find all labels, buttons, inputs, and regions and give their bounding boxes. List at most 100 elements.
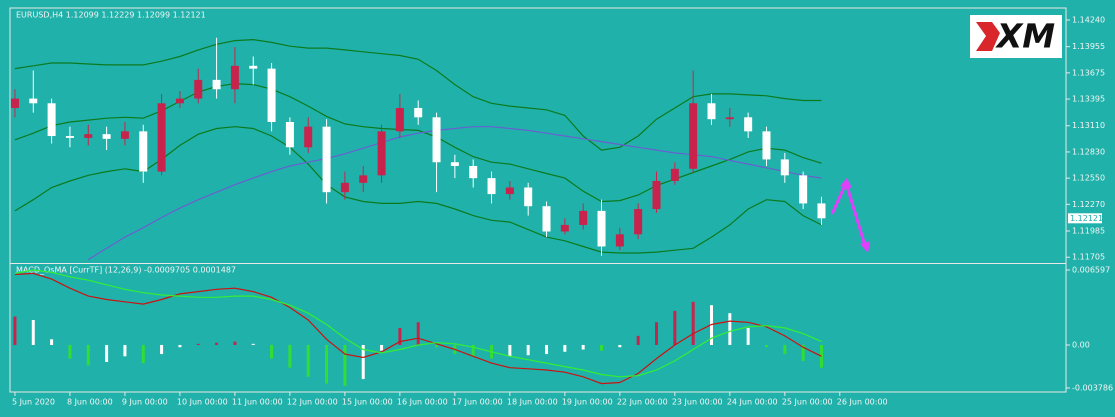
histogram-bar xyxy=(435,344,439,348)
arrow-head xyxy=(840,178,852,188)
histogram-bar xyxy=(508,344,512,357)
candle-body xyxy=(487,178,496,195)
y-tick-label: 1.12830 xyxy=(1072,147,1105,156)
x-tick-label: 23 Jun 00:00 xyxy=(672,398,723,407)
x-tick-label: 18 Jun 00:00 xyxy=(507,398,558,407)
logo-text: XM xyxy=(995,17,1055,56)
histogram-bar xyxy=(31,319,35,345)
candle-body xyxy=(817,203,826,219)
histogram-bar xyxy=(196,343,200,345)
candle-body xyxy=(615,234,624,247)
y-tick-label: 1.12550 xyxy=(1072,174,1105,183)
histogram-bar xyxy=(215,342,219,345)
histogram-bar xyxy=(746,327,750,345)
candle-body xyxy=(780,159,789,176)
candle-body xyxy=(560,224,569,232)
x-tick-label: 10 Jun 00:00 xyxy=(177,398,228,407)
y-tick-label: 1.13110 xyxy=(1072,121,1105,130)
candle-body xyxy=(634,209,643,235)
candle-body xyxy=(579,210,588,225)
x-tick-label: 11 Jun 00:00 xyxy=(232,398,283,407)
chart-title: EURUSD,H4 1.12099 1.12229 1.12099 1.1212… xyxy=(16,11,206,20)
x-tick-label: 9 Jun 00:00 xyxy=(122,398,168,407)
candle-body xyxy=(652,180,661,210)
candle-body xyxy=(230,65,239,90)
x-tick-label: 15 Jun 00:00 xyxy=(342,398,393,407)
histogram-bar xyxy=(655,322,659,345)
x-tick-label: 12 Jun 00:00 xyxy=(287,398,338,407)
x-tick-label: 26 Jun 00:00 xyxy=(837,398,888,407)
candle-body xyxy=(505,187,514,195)
candle-body xyxy=(84,134,93,138)
y-tick-label: 0.00 xyxy=(1072,340,1090,349)
histogram-bar xyxy=(86,344,90,366)
candle-body xyxy=(212,79,221,90)
histogram-bar xyxy=(783,344,787,355)
histogram-bar xyxy=(50,339,54,345)
histogram-bar xyxy=(398,327,402,345)
y-tick-label: 1.13955 xyxy=(1072,42,1105,51)
candle-body xyxy=(10,98,19,108)
histogram-bar xyxy=(691,301,695,345)
y-tick-label: 1.11705 xyxy=(1072,253,1105,262)
candle-body xyxy=(707,103,716,120)
candle-body xyxy=(285,121,294,148)
histogram-bar xyxy=(801,344,805,361)
overlay-line xyxy=(14,38,822,151)
plot-frame xyxy=(9,7,1067,393)
histogram-bar xyxy=(764,344,768,348)
histogram-bar xyxy=(380,344,384,351)
candle-body xyxy=(322,126,331,193)
candle-body xyxy=(267,68,276,122)
candle-body xyxy=(799,175,808,204)
arrow-head xyxy=(860,241,870,253)
candle-body xyxy=(725,117,734,120)
histogram-bar xyxy=(600,344,604,351)
histogram-bar xyxy=(471,344,475,357)
candle-body xyxy=(414,107,423,118)
candle-body xyxy=(157,103,166,172)
candle-body xyxy=(304,126,313,148)
histogram-bar xyxy=(251,343,255,345)
candle-body xyxy=(762,131,771,160)
candle-body xyxy=(249,65,258,69)
candle-body xyxy=(65,136,74,138)
x-tick-label: 8 Jun 00:00 xyxy=(67,398,113,407)
candle-body xyxy=(469,165,478,179)
indicator-line xyxy=(14,269,822,378)
x-tick-label: 24 Jun 00:00 xyxy=(727,398,778,407)
x-tick-label: 5 Jun 2020 xyxy=(12,398,55,407)
y-tick-label: 1.11985 xyxy=(1072,227,1105,236)
candle-body xyxy=(597,210,606,247)
overlay-line xyxy=(14,82,822,203)
histogram-bar xyxy=(416,322,420,345)
candle-body xyxy=(47,103,56,137)
candle-body xyxy=(395,107,404,132)
indicator-line xyxy=(14,272,822,385)
y-tick-label: -0.003786 xyxy=(1072,383,1113,392)
candle-body xyxy=(340,182,349,193)
x-tick-label: 17 Jun 00:00 xyxy=(452,398,503,407)
histogram-bar xyxy=(673,310,677,345)
histogram-bar xyxy=(233,341,237,345)
histogram-bar xyxy=(178,344,182,348)
y-tick-label: 1.13395 xyxy=(1072,95,1105,104)
histogram-bar xyxy=(288,344,292,368)
histogram-bar xyxy=(728,313,732,345)
histogram-bar xyxy=(270,344,274,359)
candle-body xyxy=(359,175,368,183)
histogram-bar xyxy=(526,344,530,356)
candle-body xyxy=(524,187,533,207)
indicator-title: MACD_OsMA [CurrTF] (12,26,9) -0.0009705 … xyxy=(16,266,236,275)
x-tick-label: 16 Jun 00:00 xyxy=(397,398,448,407)
histogram-bar xyxy=(581,344,585,350)
candle-body xyxy=(542,206,551,232)
y-tick-label: 1.13675 xyxy=(1072,68,1105,77)
candle-body xyxy=(139,131,148,172)
candle-body xyxy=(432,117,441,163)
candle-body xyxy=(175,98,184,104)
x-tick-label: 22 Jun 00:00 xyxy=(617,398,668,407)
histogram-bar xyxy=(160,344,164,355)
